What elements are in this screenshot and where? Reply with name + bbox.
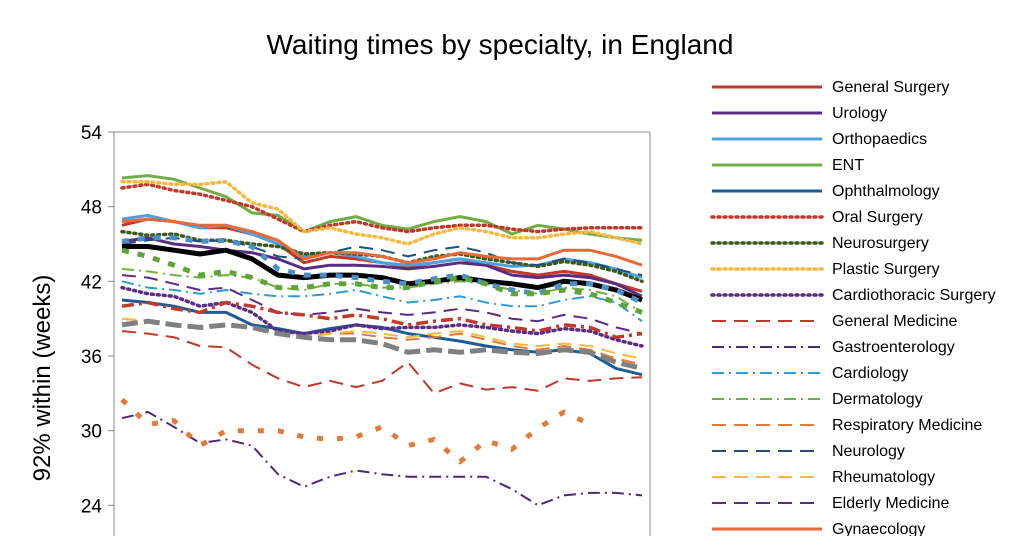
series-layer [120,174,644,507]
series-line-1 [121,236,643,298]
series-line-12 [121,267,643,314]
series-line-16 [121,274,643,335]
legend-entry: Dermatology [832,391,923,408]
legend-entry: Neurology [832,443,905,460]
legend-entry: Gynaecology [832,521,925,536]
series-line-extra-1 [120,397,592,465]
y-tick-label: 36 [81,347,102,368]
series-line-14 [121,236,643,277]
legend-entry: Elderly Medicine [832,495,949,512]
legend-entry: Neurosurgery [832,235,929,252]
series-line-8 [120,285,644,348]
series-line-extra-3 [121,235,644,305]
legend-entry: Rheumatology [832,469,935,486]
series-line-3 [121,174,643,242]
legend-entry: Cardiothoracic Surgery [832,287,996,304]
legend: General Surgery Urology Orthopaedics ENT Oph… [710,79,996,536]
y-tick-label: 54 [81,123,103,144]
legend-entry: Oral Surgery [832,209,923,226]
series-line-5 [120,182,644,234]
y-tick-label: 24 [81,496,103,517]
legend-entry: General Medicine [832,313,958,330]
chart-title: Waiting times by specialty, in England [267,29,734,60]
series-line-11 [121,280,643,323]
y-tick-label: 30 [81,422,102,443]
legend-entry: Urology [832,105,887,122]
legend-entry: General Surgery [832,79,949,96]
legend-entry: Gastroenterology [832,339,955,356]
series-line-7 [120,180,644,246]
legend-entry: Respiratory Medicine [832,417,982,434]
y-tick-label: 42 [81,272,102,293]
series-line-9 [121,330,643,395]
legend-entry: Ophthalmology [832,183,940,200]
y-axis-label: 92% within (weeks) [29,275,56,482]
series-line-extra-0 [122,244,643,303]
legend-entry: Plastic Surgery [832,261,940,278]
series-line-17 [121,217,643,267]
legend-entry: Orthopaedics [832,131,927,148]
y-tick-label: 48 [81,198,102,219]
series-line-10 [121,411,643,507]
legend-entry: ENT [832,157,864,174]
series-line-15 [121,317,643,360]
axes: 54 48 42 36 30 24 [81,123,651,536]
legend-entry: Cardiology [832,365,908,382]
series-line-extra-5 [121,300,643,340]
